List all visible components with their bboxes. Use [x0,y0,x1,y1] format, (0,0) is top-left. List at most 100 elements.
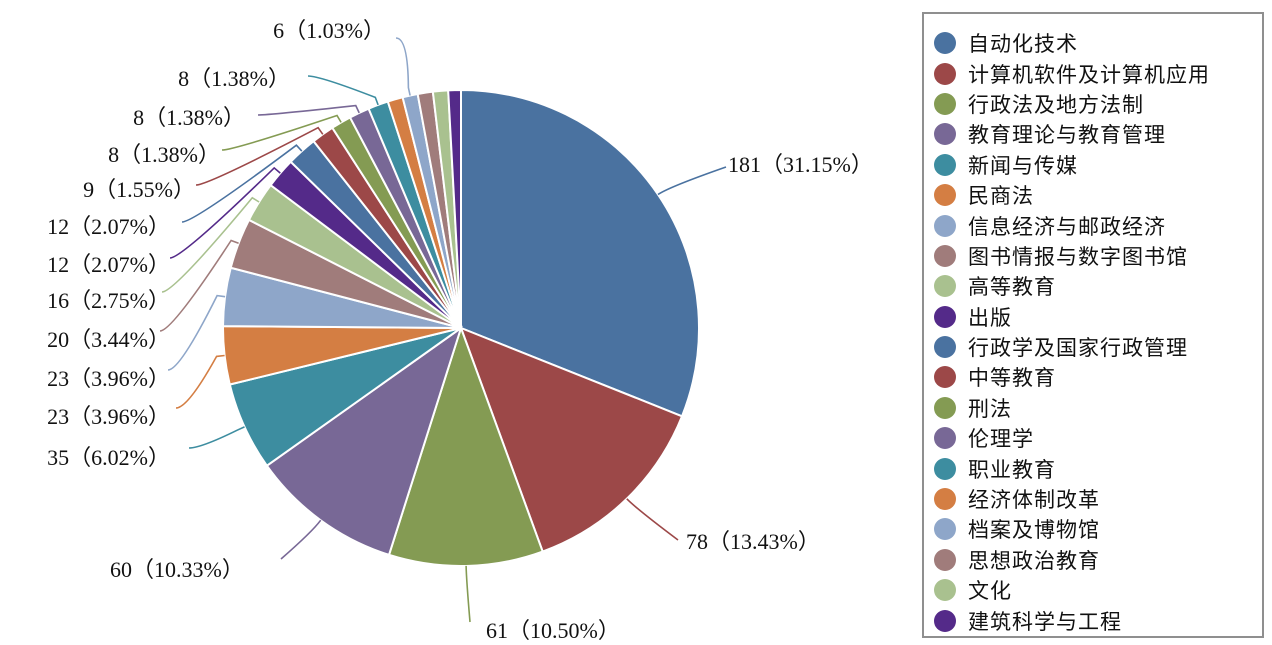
data-label-8: 16（2.75%） [47,288,170,313]
leader-line-16 [395,37,411,96]
legend-swatch-14 [934,457,956,480]
data-label-5: 23（3.96%） [47,404,170,429]
legend-swatch-1 [934,62,956,85]
legend-item-5: 民商法 [924,180,1210,210]
legend-label-13: 伦理学 [968,427,1034,452]
legend-label-18: 文化 [968,579,1012,604]
data-label-0: 181（31.15%） [728,152,873,177]
data-labels: 181（31.15%） 78（13.43%） 61（10.50%） 60（10.33%… [47,18,873,643]
legend-label-2: 行政法及地方法制 [968,92,1144,117]
leader-line-10 [181,144,303,223]
leader-line-14 [307,75,379,106]
data-label-6: 23（3.96%） [47,366,170,391]
legend-swatch-2 [934,92,956,115]
legend-label-6: 信息经济与邮政经济 [968,214,1166,239]
legend: 自动化技术计算机软件及计算机应用 行政法及地方法制 教育理论与教育管理 新闻与传媒民商… [922,12,1264,638]
legend-swatch-18 [934,579,956,602]
pie-slice-1 [459,326,684,553]
pie-slices [222,88,700,567]
leader-line-6 [167,294,226,371]
legend-label-15: 经济体制改革 [968,488,1100,513]
data-label-11: 9（1.55%） [83,177,195,202]
legend-label-8: 高等教育 [968,275,1056,300]
data-label-3: 60（10.33%） [110,557,244,582]
legend-label-1: 计算机软件及计算机应用 [968,62,1210,87]
pie-slice-19 [447,88,462,329]
legend-label-9: 出版 [968,305,1012,330]
legend-item-13: 伦理学 [924,423,1210,453]
leader-line-11 [195,126,324,186]
legend-item-6: 信息经济与邮政经济 [924,210,1210,240]
legend-item-0: 自动化技术 [924,28,1210,58]
legend-swatch-3 [934,123,956,146]
legend-item-10: 行政学及国家行政管理 [924,332,1210,362]
legend-label-12: 刑法 [968,396,1012,421]
leader-line-2 [465,565,471,623]
legend-swatch-13 [934,427,956,450]
legend-swatch-6 [934,214,956,237]
leader-line-13 [257,104,360,116]
legend-item-15: 经济体制改革 [924,484,1210,514]
legend-item-1: 计算机软件及计算机应用 [924,58,1210,88]
data-label-12: 8（1.38%） [108,142,220,167]
data-label-4: 35（6.02%） [47,445,170,470]
pie-slice-0 [460,88,700,418]
legend-item-9: 出版 [924,302,1210,332]
pie-chart: 181（31.15%） 78（13.43%） 61（10.50%） 60（10.33%… [47,18,873,643]
legend-label-5: 民商法 [968,184,1034,209]
legend-label-0: 自动化技术 [968,32,1078,57]
legend-item-12: 刑法 [924,393,1210,423]
legend-swatch-7 [934,244,956,267]
legend-label-19: 建筑科学与工程 [968,609,1122,634]
data-label-2: 61（10.50%） [486,618,620,643]
legend-item-16: 档案及博物馆 [924,514,1210,544]
legend-swatch-5 [934,184,956,207]
legend-item-2: 行政法及地方法制 [924,89,1210,119]
legend-item-19: 建筑科学与工程 [924,605,1210,635]
data-label-1: 78（13.43%） [686,529,820,554]
legend-label-16: 档案及博物馆 [968,518,1100,543]
leader-lines [159,37,727,623]
legend-label-11: 中等教育 [968,366,1056,391]
pie-slice-2 [387,324,544,567]
leader-line-1 [626,498,679,541]
legend-item-3: 教育理论与教育管理 [924,119,1210,149]
leader-line-4 [188,426,245,449]
leader-line-3 [280,519,322,560]
legend-swatch-12 [934,396,956,419]
legend-swatch-0 [934,32,956,55]
legend-swatch-9 [934,305,956,328]
legend-swatch-17 [934,548,956,571]
legend-swatch-15 [934,488,956,511]
legend-item-7: 图书情报与数字图书馆 [924,241,1210,271]
legend-swatch-8 [934,275,956,298]
leader-line-12 [221,114,342,151]
legend-swatch-11 [934,366,956,389]
data-label-14: 8（1.38%） [178,66,290,91]
legend-label-14: 职业教育 [968,457,1056,482]
legend-swatch-16 [934,518,956,541]
legend-item-11: 中等教育 [924,362,1210,392]
legend-item-18: 文化 [924,575,1210,605]
legend-label-17: 思想政治教育 [968,548,1100,573]
data-label-16: 6（1.03%） [273,18,385,43]
legend-item-4: 新闻与传媒 [924,150,1210,180]
legend-label-3: 教育理论与教育管理 [968,123,1166,148]
leader-line-0 [657,166,727,196]
leader-line-9 [169,166,281,259]
data-label-13: 8（1.38%） [133,105,245,130]
legend-label-7: 图书情报与数字图书馆 [968,244,1188,269]
leader-line-8 [161,196,260,293]
data-label-7: 20（3.44%） [47,327,170,352]
legend-item-8: 高等教育 [924,271,1210,301]
legend-swatch-19 [934,609,956,632]
data-label-9: 12（2.07%） [47,252,170,277]
legend-label-4: 新闻与传媒 [968,153,1078,178]
legend-list: 自动化技术计算机软件及计算机应用 行政法及地方法制 教育理论与教育管理 新闻与传媒民商… [924,28,1210,636]
legend-item-17: 思想政治教育 [924,545,1210,575]
legend-label-10: 行政学及国家行政管理 [968,336,1188,361]
leader-line-7 [159,239,239,332]
data-label-10: 12（2.07%） [47,214,170,239]
legend-item-14: 职业教育 [924,453,1210,483]
legend-swatch-10 [934,336,956,359]
